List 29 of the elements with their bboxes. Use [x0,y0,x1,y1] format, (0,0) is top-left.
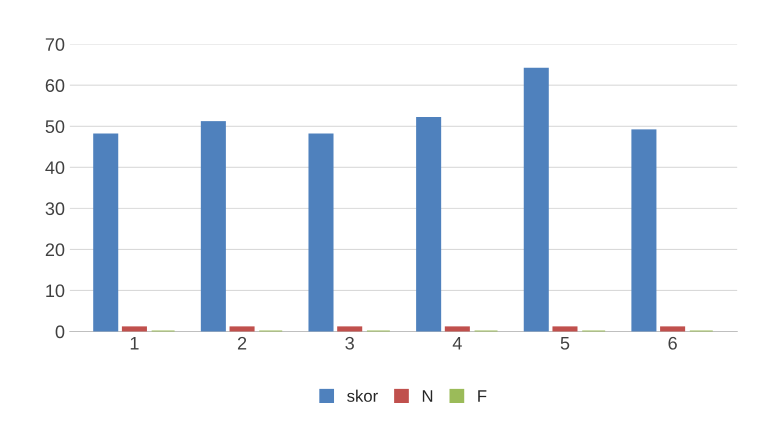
x-tick-label: 5 [560,337,570,350]
x-tick-label: 2 [238,336,246,350]
bar [230,326,255,332]
legend-label: F [478,390,486,402]
x-tick-label: 6 [668,336,677,350]
bar [524,68,549,332]
y-tick-label: 0 [56,325,64,338]
bar [416,117,442,332]
bar [552,326,578,332]
y-tick-label: 40 [45,161,64,174]
bar [122,326,147,332]
y-tick-label: 50 [46,120,64,134]
bar [337,326,362,332]
legend-label: N [422,390,432,402]
bar [308,133,334,332]
x-tick-label: 4 [452,337,462,350]
y-tick-label: 20 [46,243,64,256]
y-tick-label: 30 [46,202,64,216]
bar [660,326,686,332]
y-tick-label: 70 [46,38,64,51]
bar [200,121,226,332]
legend-label: skor [347,390,378,402]
x-tick-label: 1 [130,337,139,350]
bar [444,326,470,332]
bar [631,129,656,332]
bar [93,133,118,332]
y-tick-label: 10 [46,284,64,298]
x-tick-label: 3 [345,336,354,350]
y-tick-label: 60 [46,79,64,92]
